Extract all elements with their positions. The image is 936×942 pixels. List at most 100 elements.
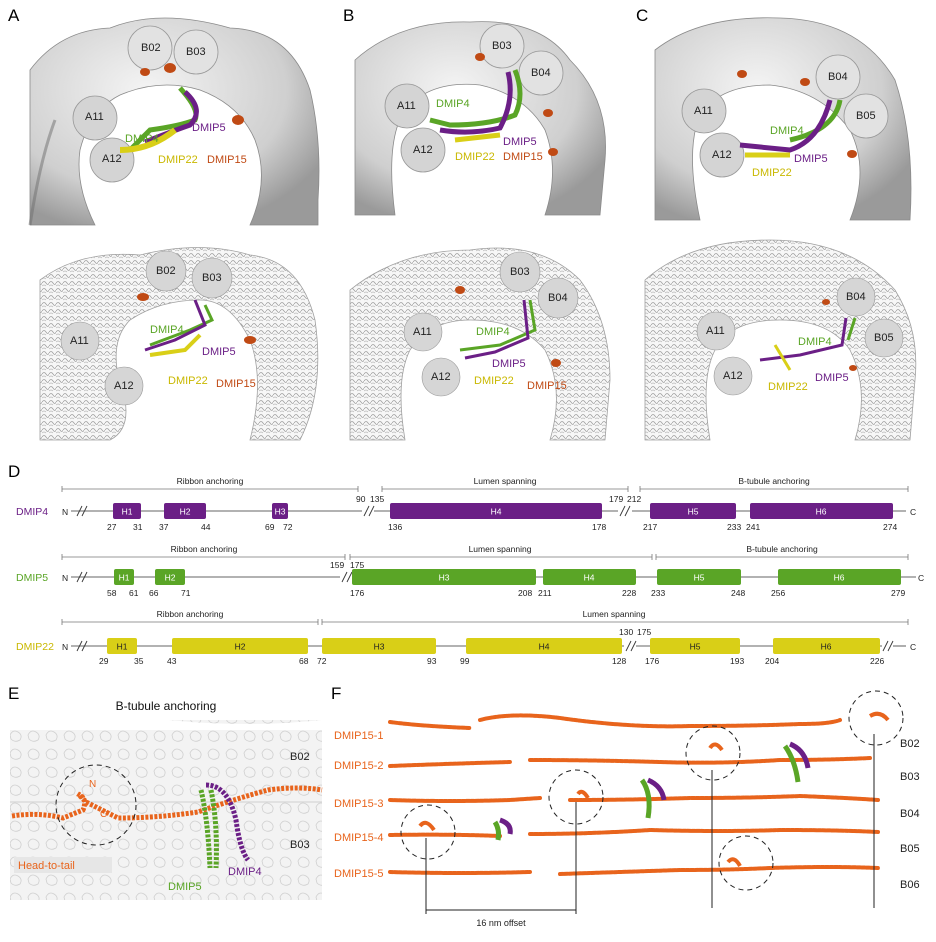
dmip22-h4: H4 (539, 642, 550, 652)
dmip4-h4-end: 178 (592, 522, 606, 532)
c-top-a12: A12 (712, 149, 732, 161)
dmip22-break-130: 130 (619, 627, 633, 637)
f-b03: B03 (900, 771, 920, 783)
f-row-3: DMIP15-3 (334, 798, 384, 810)
c-top-dmip4: DMIP4 (770, 125, 804, 137)
c-top-b05: B05 (856, 110, 876, 122)
f-b06: B06 (900, 879, 920, 891)
dmip22-h6-end: 226 (870, 656, 884, 666)
dmip22-name: DMIP22 (16, 641, 54, 653)
dmip22-h2: H2 (235, 642, 246, 652)
dmip22-c-term: C (910, 642, 916, 652)
panel-a-surface (28, 17, 320, 226)
dmip5-h3-start: 176 (350, 588, 364, 598)
dmip5-h2: H2 (165, 573, 176, 583)
dmip5-name: DMIP5 (16, 572, 48, 584)
b-top-dmip4: DMIP4 (436, 98, 470, 110)
dmip22-h5-start: 176 (645, 656, 659, 666)
panel-b-surface (354, 21, 606, 216)
dmip4-n-term: N (62, 507, 68, 517)
e-b03: B03 (290, 839, 310, 851)
dmip5-h6: H6 (834, 573, 845, 583)
c-top-a11: A11 (694, 105, 713, 117)
e-dmip5: DMIP5 (168, 881, 202, 893)
dmip4-name: DMIP4 (16, 506, 48, 518)
dmip5-h1-end: 61 (129, 588, 139, 598)
f-row-2: DMIP15-2 (334, 760, 384, 772)
dmip5-section-btubule: B-tubule anchoring (746, 544, 818, 554)
a-top-dmip5: DMIP5 (192, 122, 226, 134)
dmip22-h2-start: 43 (167, 656, 177, 666)
a-top-b03: B03 (186, 46, 206, 58)
f-row-1: DMIP15-1 (334, 730, 384, 742)
f-row-4: DMIP15-4 (334, 832, 384, 844)
dmip4-h5: H5 (688, 507, 699, 517)
dmip5-h3: H3 (439, 573, 450, 583)
c-top-dmip5: DMIP5 (794, 153, 828, 165)
b-top-dmip22: DMIP22 (455, 151, 495, 163)
c-top-dmip22: DMIP22 (752, 167, 792, 179)
dmip5-h5: H5 (694, 573, 705, 583)
dmip4-h5-end: 233 (727, 522, 741, 532)
b-bot-a11: A11 (413, 326, 432, 338)
dmip22-h4-end: 128 (612, 656, 626, 666)
dmip22-h3: H3 (374, 642, 385, 652)
f-b05: B05 (900, 843, 920, 855)
dmip5-n-term: N (62, 573, 68, 583)
b-bot-b03: B03 (510, 266, 530, 278)
f-b02: B02 (900, 738, 920, 750)
c-top-b04: B04 (828, 71, 848, 83)
b-top-a11: A11 (397, 100, 416, 112)
dmip5-c-term: C (918, 573, 924, 583)
dmip5-break-159: 159 (330, 560, 344, 570)
panel-label-c: C (636, 6, 649, 25)
a-bot-dmip5: DMIP5 (202, 346, 236, 358)
dmip22-h4-start: 99 (460, 656, 470, 666)
dmip5-h3-end: 208 (518, 588, 532, 598)
c-bot-a11: A11 (706, 325, 725, 337)
dmip5-h2-end: 71 (181, 588, 191, 598)
c-bot-dmip5: DMIP5 (815, 372, 849, 384)
b-top-dmip5: DMIP5 (503, 136, 537, 148)
panel-e: B-tubule anchoring B02 B03 N C Head-to-t… (10, 699, 323, 900)
c-bot-b05: B05 (874, 332, 894, 344)
dmip4-h1: H1 (122, 507, 133, 517)
e-head-to-tail: Head-to-tail (18, 860, 75, 872)
a-bot-b03: B03 (202, 272, 222, 284)
e-c-label: C (100, 809, 107, 820)
panel-label-a: A (8, 6, 20, 25)
dmip22-h2-end: 68 (299, 656, 309, 666)
dmip22-h3-end: 93 (427, 656, 437, 666)
e-dmip4: DMIP4 (228, 866, 262, 878)
dmip22-h5: H5 (690, 642, 701, 652)
dmip5-section-lumen: Lumen spanning (469, 544, 532, 554)
dmip4-h5-start: 217 (643, 522, 657, 532)
dmip4-h3-start: 69 (265, 522, 275, 532)
panel-c-surface (654, 17, 912, 221)
a-top-a11: A11 (85, 111, 104, 123)
dmip5-section-ribbon: Ribbon anchoring (171, 544, 238, 554)
b-bot-dmip22: DMIP22 (474, 375, 514, 387)
b-bot-dmip4: DMIP4 (476, 326, 510, 338)
b-bot-dmip5: DMIP5 (492, 358, 526, 370)
dmip22-section-lumen: Lumen spanning (583, 609, 646, 619)
panel-d-domain-maps: Ribbon anchoring Lumen spanning B-tubule… (16, 476, 924, 666)
dmip22-h1-end: 35 (134, 656, 144, 666)
e-b02: B02 (290, 751, 310, 763)
dmip5-h2-start: 66 (149, 588, 159, 598)
dmip4-h4: H4 (491, 507, 502, 517)
a-bot-dmip4: DMIP4 (150, 324, 184, 336)
f-b04: B04 (900, 808, 920, 820)
dmip4-h2-start: 37 (159, 522, 169, 532)
b-top-b03: B03 (492, 40, 512, 52)
panel-b-ribbon (349, 247, 611, 441)
panel-label-e: E (8, 684, 20, 703)
dmip4-h2: H2 (180, 507, 191, 517)
dmip4-h6: H6 (816, 507, 827, 517)
dmip22-h3-start: 72 (317, 656, 327, 666)
a-bot-b02: B02 (156, 265, 176, 277)
panel-label-f: F (331, 684, 342, 703)
dmip4-break-135: 135 (370, 494, 384, 504)
f-row-5: DMIP15-5 (334, 868, 384, 880)
dmip4-section-lumen: Lumen spanning (474, 476, 537, 486)
